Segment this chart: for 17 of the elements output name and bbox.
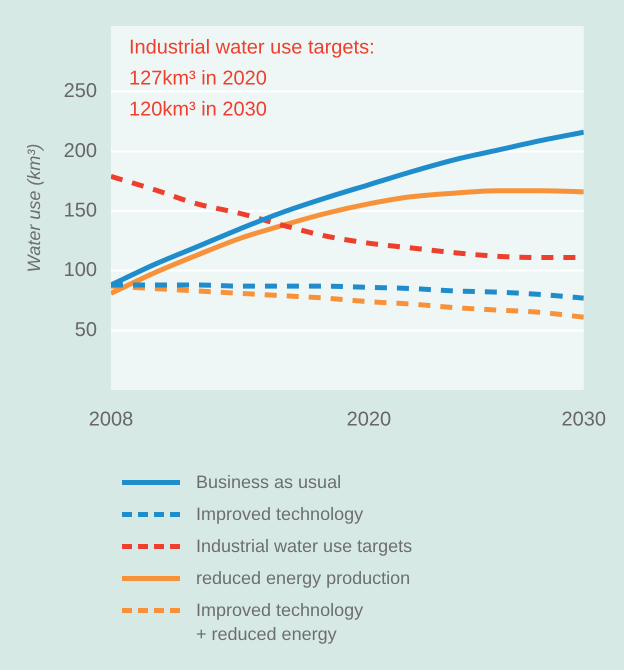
y-axis-title: Water use (km³) xyxy=(24,144,44,272)
annotation: 120km³ in 2030 xyxy=(128,98,267,121)
legend-label: Industrial water use targets xyxy=(196,535,412,558)
annotation: 127km³ in 2020 xyxy=(128,68,267,90)
x-tick-label: 2008 xyxy=(88,408,134,431)
y-tick-label: 150 xyxy=(64,200,97,222)
legend-label: Business as usual xyxy=(196,471,342,494)
y-tick-label: 100 xyxy=(64,259,97,282)
legend-label: Improved technology xyxy=(196,503,364,526)
y-tick-label: 200 xyxy=(64,140,97,162)
y-tick-label: 250 xyxy=(64,80,97,102)
legend-label: reduced energy production xyxy=(196,567,410,590)
x-tick-label: 2020 xyxy=(346,408,392,431)
annotation: Industrial water use targets: xyxy=(128,36,375,59)
x-tick-label: 2030 xyxy=(562,408,606,431)
y-tick-label: 50 xyxy=(74,318,97,341)
legend-label: Improved technology + reduced energy xyxy=(196,599,364,646)
